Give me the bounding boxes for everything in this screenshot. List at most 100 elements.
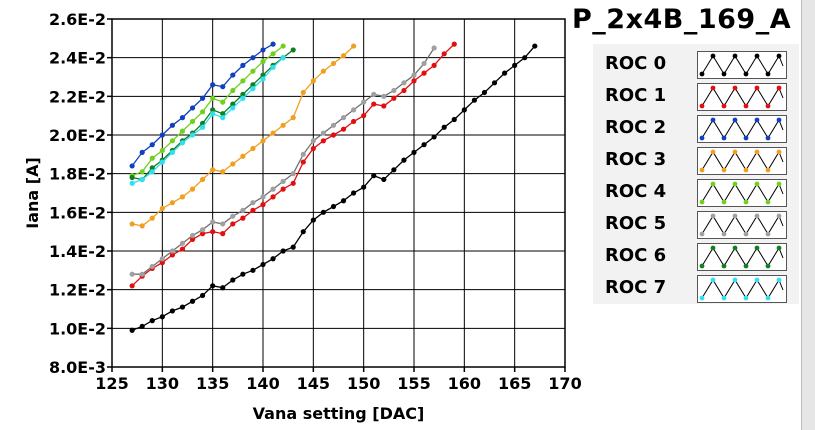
data-point [310, 145, 316, 152]
data-point [310, 138, 316, 144]
data-point [200, 176, 206, 183]
data-point [280, 122, 286, 128]
legend-label: ROC 2 [605, 117, 667, 138]
data-point [491, 80, 498, 86]
data-point [250, 55, 256, 61]
legend-entry: ROC 3 [593, 146, 799, 178]
data-point [391, 87, 397, 94]
legend-swatch [697, 83, 787, 111]
legend-swatch [697, 211, 787, 239]
y-axis-ticks: 8.0E-3 1.0E-2 1.2E-2 1.4E-2 1.6E-2 1.8E-2 2.0E… [49, 10, 112, 377]
legend-marker [754, 53, 760, 59]
data-point [290, 180, 296, 186]
data-point [240, 207, 246, 213]
data-point [441, 124, 447, 130]
y-tick-label: 1.6E-2 [49, 203, 106, 222]
legend-marker [732, 213, 738, 219]
data-point [461, 107, 467, 113]
legend-marker [721, 231, 727, 237]
data-point [210, 283, 216, 289]
legend-marker [765, 263, 771, 269]
y-tick-label: 2.0E-2 [49, 126, 106, 145]
data-point [280, 248, 286, 254]
legend-marker [699, 295, 705, 301]
data-point [230, 101, 236, 107]
data-point [320, 68, 326, 74]
legend-marker [732, 149, 738, 155]
data-point [280, 186, 286, 192]
data-point [340, 53, 347, 59]
legend-entry: ROC 2 [593, 114, 799, 146]
data-point [220, 231, 226, 237]
legend-marker [699, 71, 705, 77]
data-point [220, 221, 226, 227]
data-point [381, 93, 387, 99]
data-point [230, 277, 236, 283]
plot-frame [111, 18, 566, 368]
legend-entry: ROC 6 [593, 242, 799, 274]
data-point [189, 118, 196, 125]
series-line [132, 47, 435, 275]
data-point [250, 145, 256, 152]
legend-marker [699, 199, 705, 205]
data-point [159, 132, 165, 138]
data-point [200, 124, 206, 130]
legend-marker [721, 103, 727, 109]
data-point [139, 271, 145, 277]
data-point [310, 78, 316, 84]
data-point [149, 263, 155, 270]
data-point [351, 190, 357, 196]
data-point [320, 130, 326, 136]
data-point [471, 97, 477, 103]
x-tick-label: 165 [498, 374, 531, 393]
legend-marker [721, 263, 727, 269]
x-tick-label: 130 [146, 374, 179, 393]
legend-marker [699, 135, 705, 141]
legend-marker [765, 167, 771, 173]
data-point [179, 115, 186, 121]
legend-entry: ROC 1 [593, 82, 799, 114]
x-tick-label: 170 [548, 374, 581, 393]
legend-marker [732, 53, 738, 59]
data-point [270, 256, 276, 262]
data-point [260, 194, 266, 200]
legend-swatch-graphic [699, 85, 784, 109]
data-point [502, 70, 508, 76]
data-point [230, 161, 236, 167]
x-axis-label: Vana setting [DAC] [253, 404, 425, 423]
legend-marker [743, 103, 749, 109]
series-roc-0 [129, 43, 538, 333]
x-tick-label: 150 [347, 374, 380, 393]
legend-swatch [697, 115, 787, 143]
legend-marker [776, 245, 782, 251]
legend-marker [754, 245, 760, 251]
legend-marker [776, 213, 782, 219]
data-point [210, 219, 216, 225]
data-point [401, 87, 407, 94]
legend-marker [743, 295, 749, 301]
plot-border [111, 18, 566, 368]
legend-line [701, 150, 784, 171]
data-point [411, 72, 417, 78]
data-point [290, 115, 296, 121]
legend-label: ROC 5 [605, 213, 667, 234]
data-point [250, 267, 256, 273]
legend-label: ROC 0 [605, 53, 667, 74]
data-point [250, 200, 256, 206]
data-point [129, 271, 135, 277]
data-point [179, 246, 186, 252]
legend-marker [699, 263, 705, 269]
data-point [189, 132, 196, 138]
data-point [210, 111, 216, 117]
legend-marker [699, 167, 705, 173]
data-point [260, 47, 266, 53]
legend-marker [754, 117, 760, 123]
data-point [381, 103, 387, 109]
legend-swatch-graphic [699, 213, 784, 237]
legend-entry: ROC 5 [593, 210, 799, 242]
data-point [280, 55, 286, 61]
data-point [230, 87, 236, 94]
legend-swatch-graphic [699, 245, 784, 269]
data-point [300, 159, 306, 165]
legend-marker [710, 245, 716, 251]
